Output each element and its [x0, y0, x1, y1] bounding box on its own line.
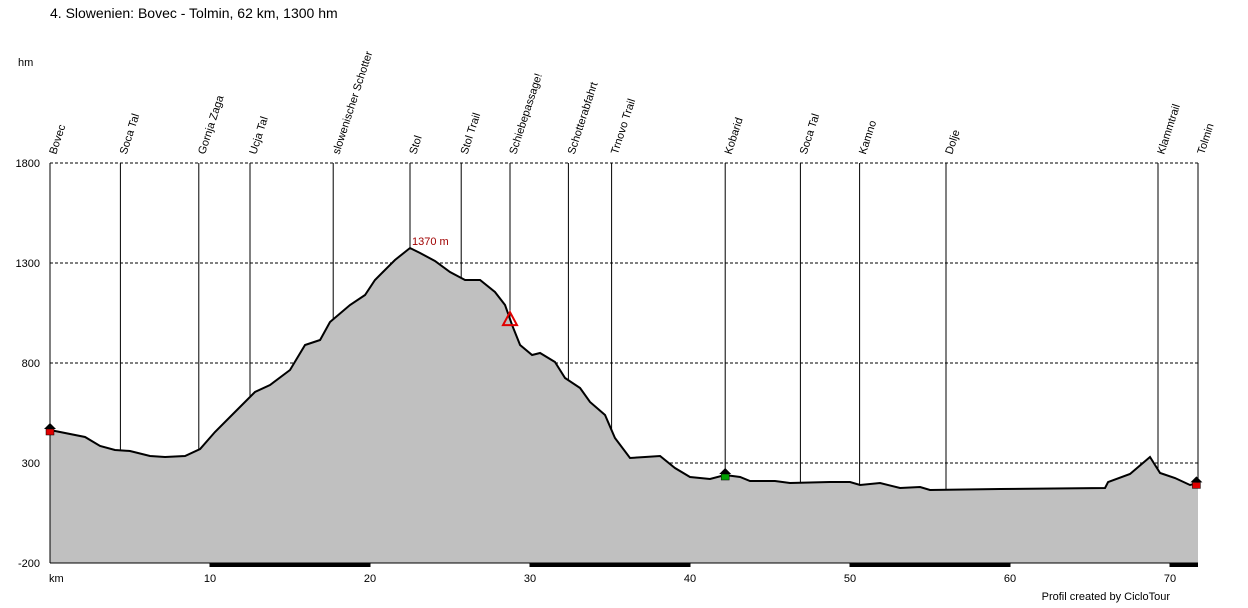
axis-bar	[210, 563, 370, 567]
x-tick-label: 10	[204, 573, 216, 585]
y-tick-label: -200	[18, 558, 40, 570]
icon-base	[720, 473, 730, 481]
credit: Profil created by CicloTour	[1042, 591, 1171, 603]
icon-base	[1192, 482, 1201, 489]
waypoint-label: Stol	[407, 134, 424, 156]
x-tick-label: 50	[844, 573, 856, 585]
icon-base	[45, 428, 55, 436]
x-tick-label: 30	[524, 573, 536, 585]
x-axis-label: km	[49, 573, 64, 585]
profile-line	[49, 246, 1199, 492]
axis-bar	[1170, 563, 1198, 567]
y-tick-label: 800	[22, 358, 40, 370]
x-tick-label: 70	[1164, 573, 1176, 585]
y-tick-label: 1800	[16, 158, 40, 170]
axis-bar	[530, 563, 690, 567]
x-tick-label: 20	[364, 573, 376, 585]
annotation: 1370 m	[412, 236, 449, 248]
axis-bar	[850, 563, 1010, 567]
y-tick-label: 1300	[16, 258, 40, 270]
icon-warning	[501, 309, 519, 327]
icon-roof	[44, 423, 56, 429]
x-tick-label: 60	[1004, 573, 1016, 585]
area	[50, 248, 1198, 563]
icon-roof	[1190, 476, 1203, 483]
y-axis-label: hm	[18, 57, 33, 69]
chart-title: 4. Slowenien: Bovec - Tolmin, 62 km, 130…	[50, 5, 338, 21]
icon-roof	[719, 468, 732, 475]
y-tick-label: 300	[22, 458, 40, 470]
x-tick-label: 40	[684, 573, 696, 585]
